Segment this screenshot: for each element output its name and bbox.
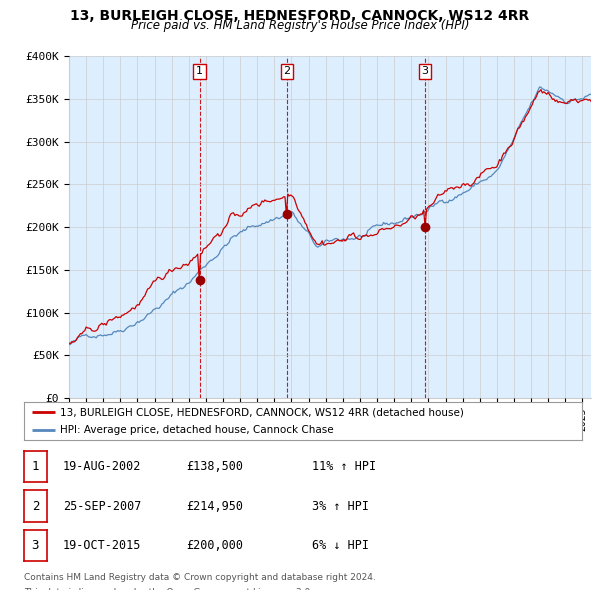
Text: This data is licensed under the Open Government Licence v3.0.: This data is licensed under the Open Gov… (24, 588, 313, 590)
Text: 6% ↓ HPI: 6% ↓ HPI (312, 539, 369, 552)
Text: 3: 3 (421, 67, 428, 77)
Text: 1: 1 (196, 67, 203, 77)
Text: £214,950: £214,950 (186, 500, 243, 513)
Text: 11% ↑ HPI: 11% ↑ HPI (312, 460, 376, 473)
Text: Price paid vs. HM Land Registry's House Price Index (HPI): Price paid vs. HM Land Registry's House … (131, 19, 469, 32)
Text: 1: 1 (32, 460, 39, 473)
Text: 3% ↑ HPI: 3% ↑ HPI (312, 500, 369, 513)
Text: 19-AUG-2002: 19-AUG-2002 (63, 460, 142, 473)
Text: 19-OCT-2015: 19-OCT-2015 (63, 539, 142, 552)
Text: £138,500: £138,500 (186, 460, 243, 473)
Text: 2: 2 (283, 67, 290, 77)
Text: £200,000: £200,000 (186, 539, 243, 552)
Text: 2: 2 (32, 500, 39, 513)
Text: HPI: Average price, detached house, Cannock Chase: HPI: Average price, detached house, Cann… (60, 425, 334, 434)
Text: 3: 3 (32, 539, 39, 552)
Text: 13, BURLEIGH CLOSE, HEDNESFORD, CANNOCK, WS12 4RR: 13, BURLEIGH CLOSE, HEDNESFORD, CANNOCK,… (70, 9, 530, 23)
Text: Contains HM Land Registry data © Crown copyright and database right 2024.: Contains HM Land Registry data © Crown c… (24, 573, 376, 582)
Text: 25-SEP-2007: 25-SEP-2007 (63, 500, 142, 513)
Text: 13, BURLEIGH CLOSE, HEDNESFORD, CANNOCK, WS12 4RR (detached house): 13, BURLEIGH CLOSE, HEDNESFORD, CANNOCK,… (60, 408, 464, 417)
